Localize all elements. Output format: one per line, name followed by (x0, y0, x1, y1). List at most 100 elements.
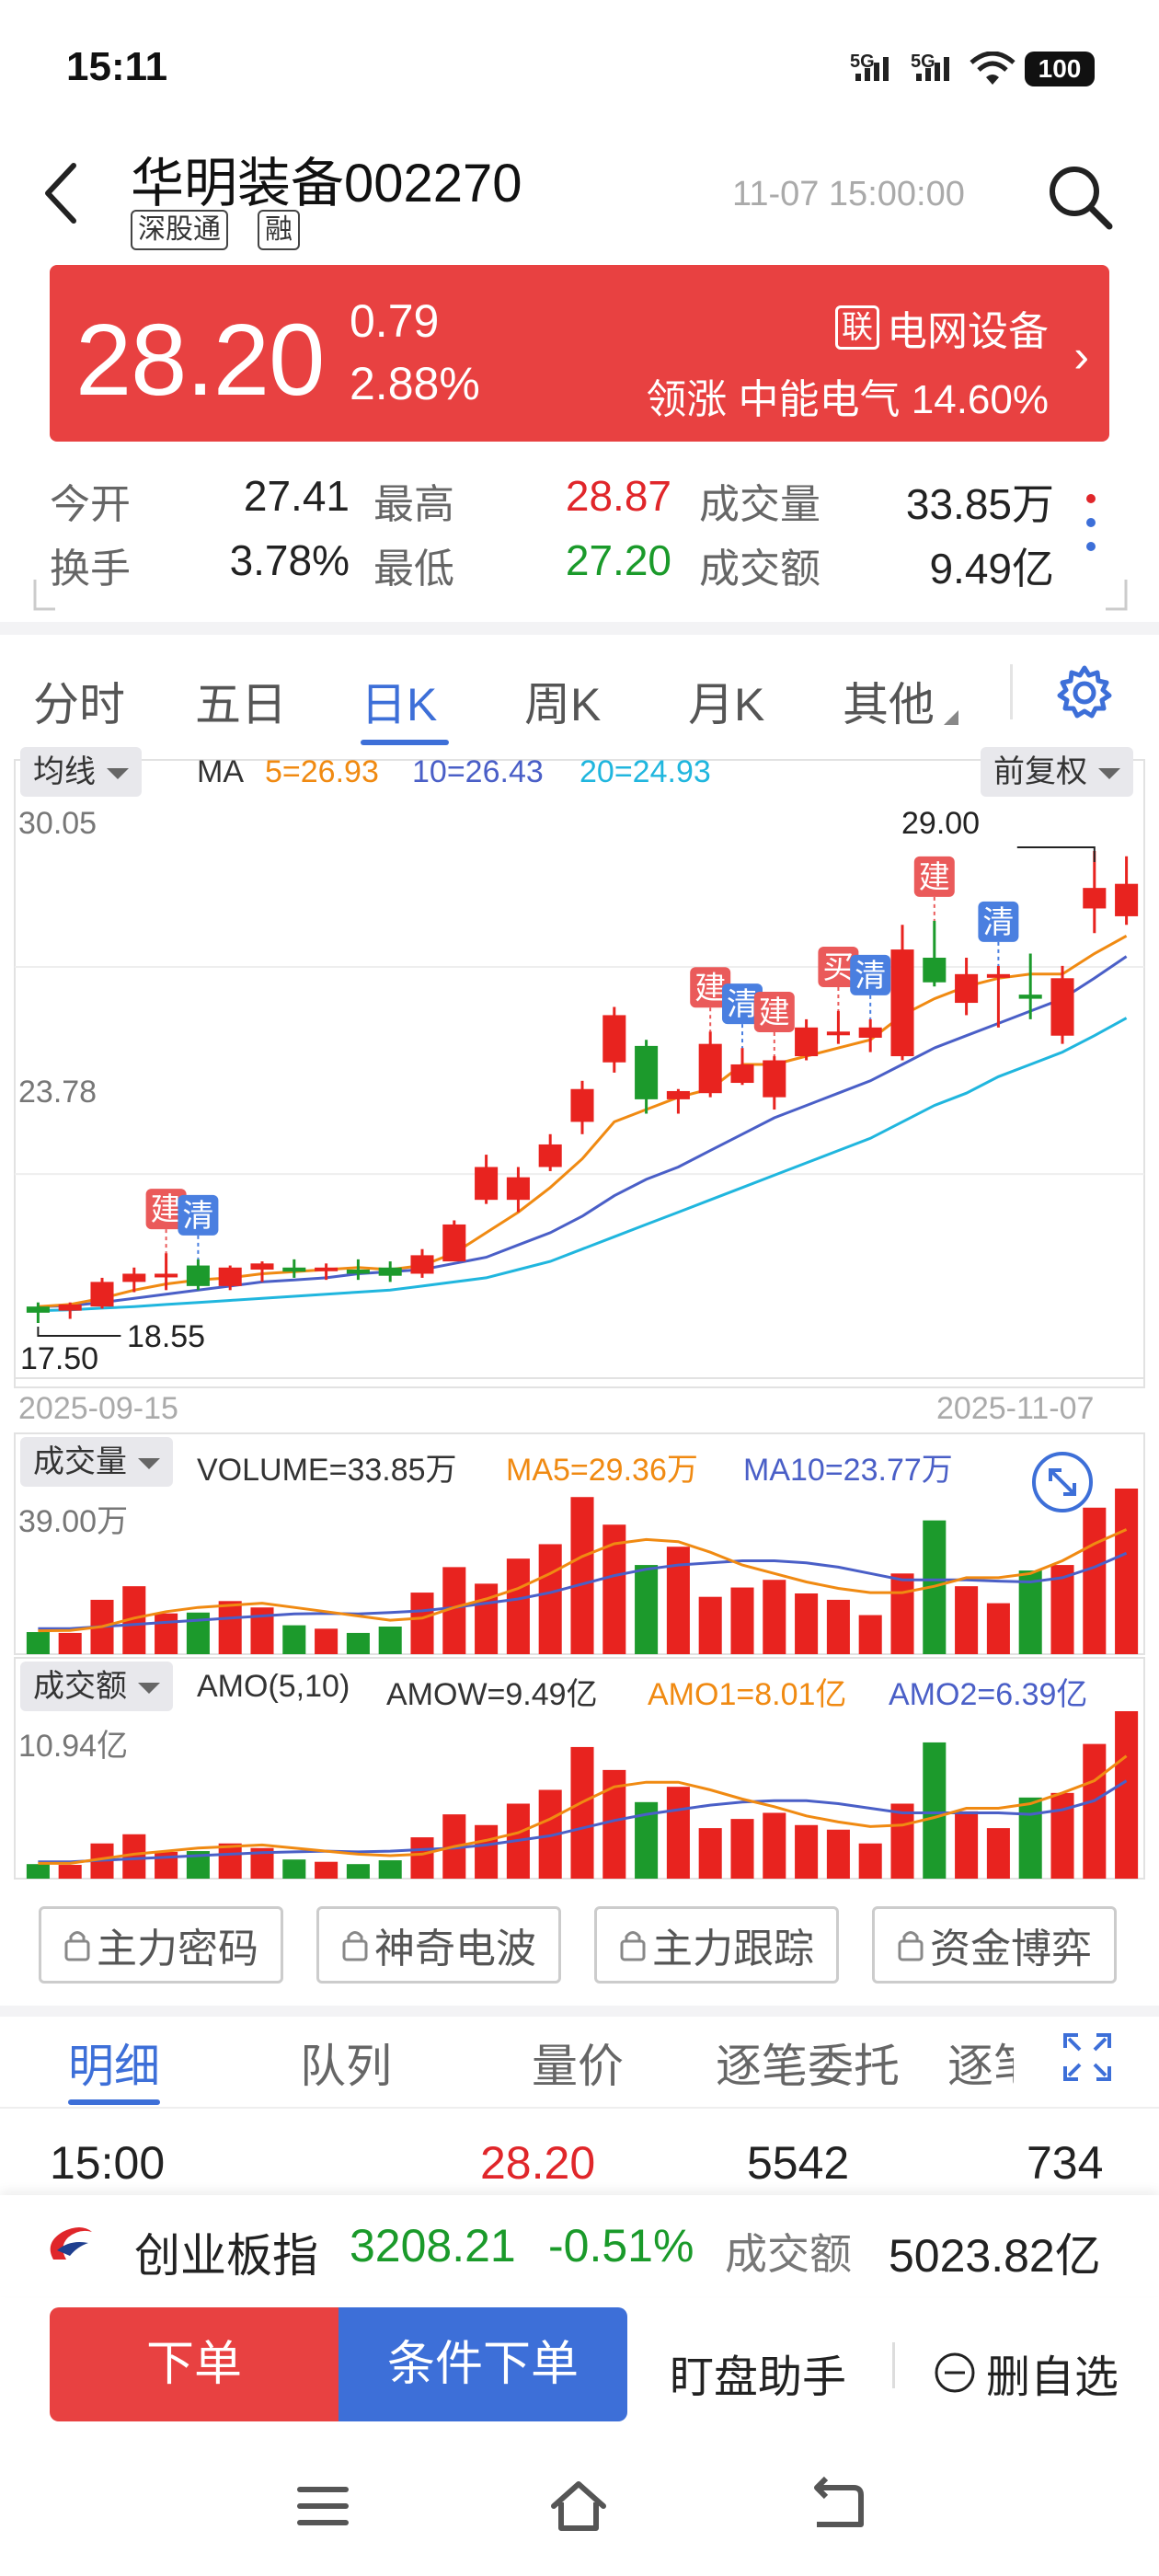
watch-assistant-button[interactable]: 盯盘助手 (670, 2353, 847, 2402)
candle-body (186, 1265, 210, 1286)
candle-body (986, 973, 1010, 978)
tag-margin: 融 (258, 210, 300, 250)
battery-indicator: 100 (1025, 52, 1095, 86)
low-marker-line (37, 1327, 121, 1337)
tab-intraday[interactable]: 分时 (33, 679, 125, 730)
tab-five-day[interactable]: 五日 (195, 679, 287, 730)
fullscreen-toggle-icon[interactable] (1030, 1450, 1095, 1514)
volume-bar (763, 1580, 786, 1654)
date-axis-end: 2025-11-07 (936, 1391, 1095, 1426)
status-time: 15:11 (66, 44, 168, 89)
amount-indicator-selector[interactable]: 成交额 (20, 1662, 173, 1711)
tab-order-by-order[interactable]: 逐笔委托 (716, 2041, 900, 2092)
feature-main-tracking-button[interactable]: 主力跟踪 (594, 1906, 839, 1984)
tab-other[interactable]: 其他 (843, 679, 935, 730)
ma-legend-label: MA (197, 754, 244, 789)
amount-bar (1018, 1797, 1042, 1879)
tab-monthly-k[interactable]: 月K (688, 679, 765, 730)
conditional-order-button[interactable]: 条件下单 (339, 2307, 627, 2421)
volume-bar (795, 1593, 819, 1654)
amo2-legend: AMO2=6.39亿 (889, 1677, 1088, 1712)
candle-body (666, 1090, 690, 1099)
amount-bar (795, 1824, 819, 1879)
volume-bar (506, 1558, 530, 1654)
quote-datetime: 11-07 15:00:00 (732, 175, 965, 213)
tab-volume-price[interactable]: 量价 (532, 2041, 624, 2092)
search-icon[interactable] (1045, 162, 1115, 232)
candle-body (538, 1144, 562, 1167)
price-axis-mid: 23.78 (18, 1075, 98, 1110)
volume-bar (538, 1544, 562, 1654)
amount-bar (346, 1864, 370, 1879)
amount-bar (378, 1860, 402, 1879)
signal-5g-label: 5G (850, 52, 875, 72)
high-marker-line (1016, 846, 1096, 862)
active-tab-indicator (68, 2099, 160, 2105)
stat-turnover-value: 3.78% (229, 536, 350, 584)
chevron-right-icon[interactable]: › (1073, 330, 1089, 382)
back-arrow-icon[interactable] (37, 155, 92, 228)
high-price-marker: 29.00 (901, 806, 981, 841)
stat-open-value: 27.41 (243, 472, 350, 520)
chevron-down-icon (138, 1458, 160, 1470)
chevron-down-icon (1098, 768, 1120, 780)
index-logo-icon (50, 2227, 92, 2260)
amount-bar (315, 1861, 339, 1879)
tab-detail[interactable]: 明细 (68, 2041, 160, 2092)
feature-main-code-button[interactable]: 主力密码 (39, 1906, 283, 1984)
candle-body (315, 1267, 339, 1271)
ma-selector[interactable]: 均线 (20, 747, 142, 797)
volume-bar (986, 1603, 1010, 1654)
candle-body (698, 1043, 722, 1094)
tab-daily-k[interactable]: 日K (361, 679, 438, 730)
amount-bar (986, 1828, 1010, 1879)
volume-ma10-legend: MA10=23.77万 (743, 1453, 953, 1488)
section-divider (0, 2006, 1159, 2017)
index-ticker-bar[interactable]: 创业板指 3208.21 -0.51% 成交额 5023.82亿 (0, 2195, 1159, 2296)
signal-badge (178, 1194, 219, 1236)
stats-collapse-handle[interactable] (33, 580, 1128, 611)
adjust-selector[interactable]: 前复权 (981, 747, 1133, 797)
chevron-down-icon (107, 768, 129, 780)
trade-time: 15:00 (50, 2137, 166, 2189)
volume-bar (666, 1547, 690, 1654)
volume-ma5-legend: MA5=29.36万 (506, 1453, 698, 1488)
lock-icon (64, 1931, 90, 1961)
back-nav-icon[interactable] (808, 2475, 868, 2536)
candle-body (122, 1273, 146, 1282)
volume-indicator-selector[interactable]: 成交量 (20, 1437, 173, 1487)
signal-label: 清 (182, 1198, 213, 1235)
signal-badge (690, 967, 731, 1008)
feature-capital-game-button[interactable]: 资金博弈 (872, 1906, 1117, 1984)
sector-link[interactable]: 联 电网设备 (835, 298, 1049, 357)
stat-volume-label: 成交量 (699, 482, 820, 527)
menu-icon[interactable] (293, 2475, 353, 2536)
feature-magic-wave-button[interactable]: 神奇电波 (316, 1906, 561, 1984)
candle-body (795, 1027, 819, 1057)
tab-queue[interactable]: 队列 (300, 2041, 392, 2092)
current-price: 28.20 (75, 304, 325, 417)
price-banner: 28.20 0.79 2.88% 联 电网设备 领涨 中能电气 14.60% › (50, 265, 1109, 442)
gear-icon[interactable] (1054, 662, 1115, 723)
price-axis-top: 30.05 (18, 806, 98, 841)
expand-icon[interactable] (1063, 2033, 1111, 2081)
ma20-line (38, 1017, 1128, 1313)
amount-bar (666, 1787, 690, 1879)
adjust-selector-label: 前复权 (993, 754, 1087, 789)
amount-bar (698, 1828, 722, 1879)
stat-turnover-label: 换手 (50, 546, 131, 592)
tab-weekly-k[interactable]: 周K (524, 679, 602, 730)
candle-body (1018, 995, 1042, 999)
home-icon[interactable] (548, 2475, 609, 2536)
kline-chart[interactable]: 建清建清建买 清建清 (0, 743, 1159, 1884)
divider (892, 2342, 895, 2388)
amount-bar (218, 1843, 242, 1879)
tab-tick-by-tick[interactable]: 逐笔 (947, 2041, 1014, 2092)
amount-bar (826, 1829, 850, 1879)
more-options-icon[interactable] (1082, 488, 1100, 561)
volume-bar (698, 1596, 722, 1654)
candle-body (858, 1027, 882, 1038)
signal-label: 清 (982, 904, 1014, 941)
remove-watchlist-button[interactable]: 删自选 (933, 2340, 1119, 2405)
place-order-button[interactable]: 下单 (50, 2307, 339, 2421)
